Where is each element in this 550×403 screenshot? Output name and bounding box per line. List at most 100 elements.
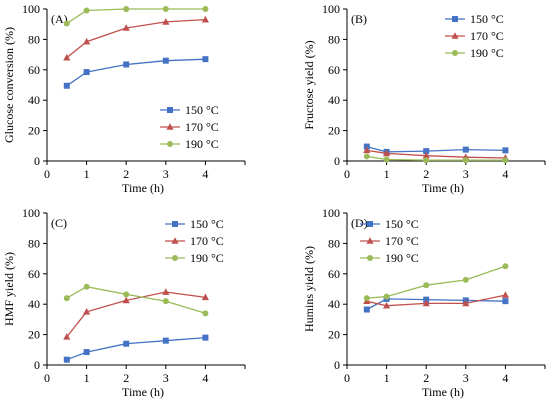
data-point bbox=[63, 82, 70, 89]
x-axis-label: Time (h) bbox=[122, 181, 164, 195]
x-tick-label: 3 bbox=[163, 167, 169, 181]
y-tick-label: 0 bbox=[334, 154, 340, 168]
data-point bbox=[202, 334, 209, 341]
legend-marker bbox=[367, 221, 373, 227]
x-tick-label: 1 bbox=[84, 167, 90, 181]
y-tick-label: 100 bbox=[322, 2, 340, 16]
legend-label: 190 °C bbox=[185, 137, 219, 151]
legend-label: 190 °C bbox=[470, 46, 504, 60]
y-tick-label: 60 bbox=[28, 63, 40, 77]
data-point bbox=[201, 15, 209, 23]
y-tick-label: 100 bbox=[22, 206, 40, 220]
data-point bbox=[63, 295, 70, 302]
legend-label: 150 °C bbox=[385, 217, 419, 231]
data-point bbox=[83, 283, 90, 290]
y-tick-label: 20 bbox=[328, 124, 340, 138]
x-tick-label: 3 bbox=[463, 371, 469, 385]
data-point bbox=[63, 333, 71, 340]
data-point bbox=[202, 6, 209, 12]
data-point bbox=[363, 146, 371, 154]
y-tick-label: 80 bbox=[28, 236, 40, 250]
y-tick-label: 40 bbox=[328, 297, 340, 311]
data-point bbox=[462, 146, 469, 153]
x-axis-label: Time (h) bbox=[422, 385, 464, 399]
series-line bbox=[66, 336, 206, 361]
data-point bbox=[363, 153, 370, 160]
legend-label: 190 °C bbox=[385, 251, 419, 265]
data-point bbox=[63, 20, 70, 27]
data-point bbox=[383, 149, 391, 157]
legend: 150 °C 170 °C 190 °C bbox=[360, 217, 419, 265]
y-tick-label: 0 bbox=[34, 154, 40, 168]
data-point bbox=[363, 295, 370, 302]
x-tick-label: 1 bbox=[384, 167, 390, 181]
data-point bbox=[122, 24, 130, 31]
x-axis-label: Time (h) bbox=[122, 385, 164, 399]
data-point bbox=[83, 7, 90, 14]
data-point bbox=[501, 291, 509, 298]
data-point bbox=[123, 291, 130, 298]
data-point bbox=[162, 57, 169, 64]
data-point bbox=[462, 157, 469, 164]
chart-panel: 0 20 40 60 80 100 0 1 2 3 4 Time (h) Glucose convers… bbox=[2, 2, 246, 195]
x-tick-label: 4 bbox=[502, 167, 508, 181]
y-tick-label: 100 bbox=[322, 206, 340, 220]
panel-label: (A) bbox=[51, 12, 68, 26]
y-axis-label: Fructose yield (%) bbox=[302, 40, 316, 129]
panel-label: (B) bbox=[351, 12, 367, 26]
panel-label: (C) bbox=[51, 216, 67, 230]
data-point bbox=[83, 69, 90, 76]
data-point bbox=[423, 157, 430, 164]
data-point bbox=[363, 306, 370, 313]
data-point bbox=[422, 299, 430, 307]
y-axis-label: Glucose conversion (%) bbox=[2, 27, 16, 143]
data-point bbox=[462, 276, 469, 283]
data-point bbox=[83, 349, 90, 356]
data-point bbox=[422, 151, 430, 159]
data-point bbox=[162, 288, 170, 295]
legend-marker bbox=[166, 123, 174, 130]
legend-marker bbox=[172, 255, 178, 261]
y-tick-label: 60 bbox=[328, 267, 340, 281]
legend-label: 170 °C bbox=[470, 29, 504, 43]
x-tick-label: 4 bbox=[502, 371, 508, 385]
data-point bbox=[202, 310, 209, 317]
series-line bbox=[366, 265, 506, 299]
data-point bbox=[502, 298, 509, 305]
data-point bbox=[162, 18, 170, 25]
legend-marker bbox=[452, 16, 458, 22]
series-line bbox=[66, 18, 206, 59]
legend-label: 190 °C bbox=[190, 251, 224, 265]
legend-marker bbox=[171, 237, 179, 244]
y-tick-label: 80 bbox=[328, 32, 340, 46]
legend-marker bbox=[167, 107, 173, 113]
legend-label: 150 °C bbox=[470, 12, 504, 26]
data-point bbox=[383, 301, 391, 309]
data-point bbox=[502, 263, 509, 270]
chart-panel: 0 20 40 60 80 100 0 1 2 3 4 Time (h) Fructose yield … bbox=[302, 2, 546, 195]
data-point bbox=[123, 340, 130, 347]
legend-marker bbox=[167, 141, 173, 147]
data-point bbox=[63, 53, 71, 61]
data-point bbox=[123, 61, 130, 68]
data-point bbox=[202, 56, 209, 63]
data-point bbox=[462, 299, 470, 307]
legend: 150 °C 170 °C 190 °C bbox=[445, 12, 504, 60]
legend-marker bbox=[451, 32, 459, 39]
chart-panel: 0 20 40 60 80 100 0 1 2 3 4 Time (h) Humins yield (%… bbox=[302, 206, 546, 399]
y-tick-label: 20 bbox=[28, 124, 40, 138]
x-tick-label: 2 bbox=[123, 371, 129, 385]
x-tick-label: 1 bbox=[384, 371, 390, 385]
y-axis-label: HMF yield (%) bbox=[2, 252, 16, 326]
y-tick-label: 80 bbox=[328, 236, 340, 250]
x-tick-label: 0 bbox=[44, 371, 50, 385]
data-point bbox=[83, 308, 91, 315]
legend-label: 150 °C bbox=[185, 103, 219, 117]
data-point bbox=[383, 293, 390, 300]
panel-label: (D) bbox=[351, 216, 368, 230]
data-point bbox=[423, 148, 430, 155]
data-point bbox=[201, 293, 209, 301]
x-tick-label: 0 bbox=[344, 371, 350, 385]
data-point bbox=[502, 157, 509, 164]
y-tick-label: 40 bbox=[28, 93, 40, 107]
